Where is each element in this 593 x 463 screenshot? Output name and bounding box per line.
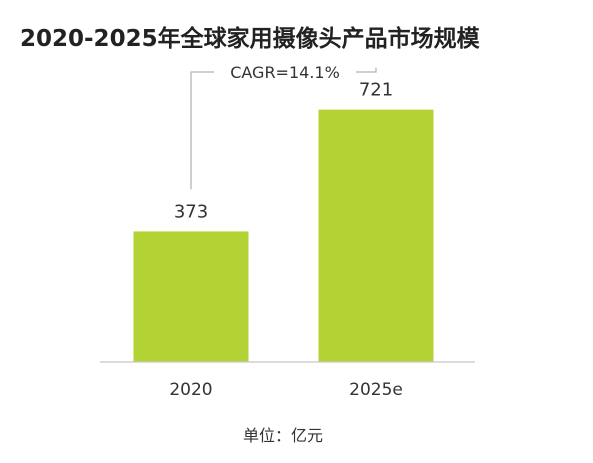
cagr-annotation: CAGR=14.1% [230,63,340,82]
chart-title: 2020-2025年全球家用摄像头产品市场规模 [20,25,481,52]
cagr-bracket [190,67,377,190]
value-label-2025e: 721 [359,80,393,101]
tick-labels-layer: 2020 2025e [169,380,403,400]
x-tick-label-2020: 2020 [169,380,212,400]
value-label-2020: 373 [174,201,208,222]
unit-label: 单位：亿元 [243,426,323,445]
x-tick-label-2025e: 2025e [349,380,403,400]
bar-2020 [133,231,249,362]
value-labels-layer: 373 721 [174,80,393,223]
bar-2025e [318,109,434,363]
bars-layer [133,109,434,363]
